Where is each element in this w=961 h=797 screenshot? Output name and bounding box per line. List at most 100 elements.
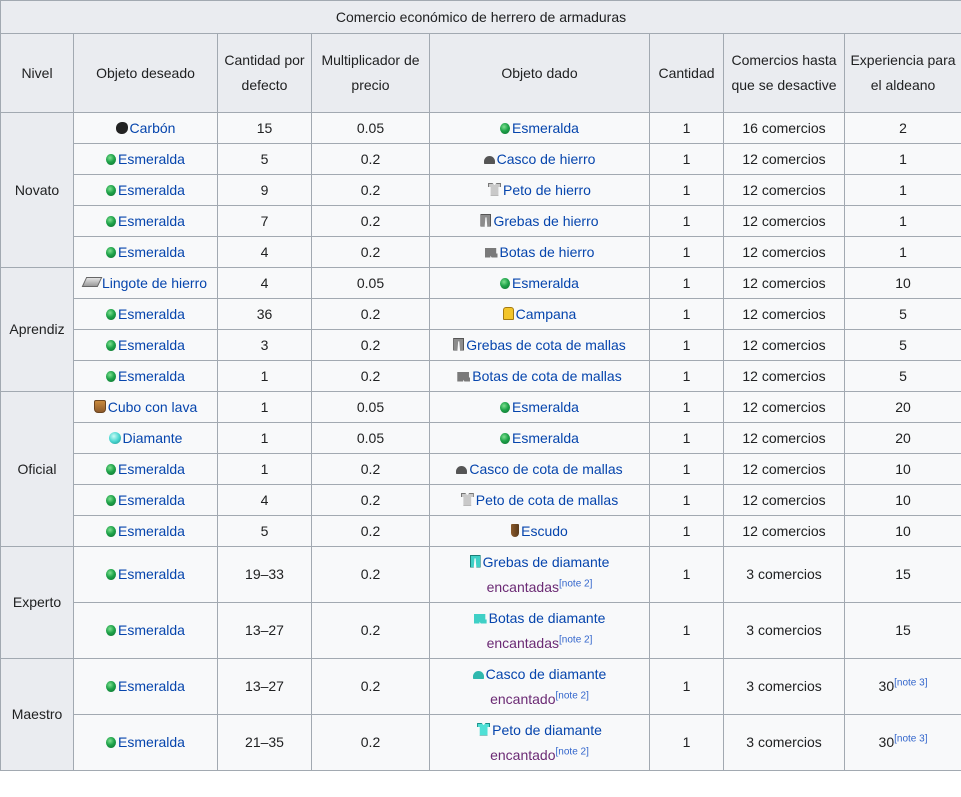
default-quantity: 4	[217, 236, 312, 268]
table-row: Esmeralda 7 0.2 Grebas de hierro 1 12 comerci…	[1, 205, 961, 237]
villager-experience: 1	[899, 150, 907, 167]
wanted-item-link[interactable]: Esmeralda	[118, 491, 185, 508]
armorer-trades-table: Comercio económico de herrero de armadur…	[0, 0, 961, 771]
wanted-item-cell: Esmeralda	[73, 453, 218, 485]
given-item-link[interactable]: Grebas de cota de mallas	[466, 336, 626, 353]
villager-experience: 1	[899, 243, 907, 260]
given-item-cell: Casco de diamante encantado[note 2]	[429, 658, 650, 715]
given-item-link[interactable]: Botas de diamante	[488, 609, 606, 626]
trades-until-disabled: 16 comercios	[723, 112, 845, 144]
footnote-link[interactable]: [note 3]	[894, 733, 928, 745]
given-item-link[interactable]: Grebas de diamante	[482, 553, 610, 570]
emerald-icon	[106, 525, 117, 537]
given-amount: 1	[649, 484, 724, 516]
footnote-link[interactable]: [note 3]	[894, 677, 928, 689]
villager-experience-cell: 1	[844, 174, 961, 206]
wanted-item-link[interactable]: Esmeralda	[118, 243, 185, 260]
enchanted-link[interactable]: encantado	[490, 690, 556, 707]
default-quantity: 1	[217, 422, 312, 454]
enchanted-link[interactable]: encantadas	[486, 578, 560, 595]
default-quantity: 5	[217, 515, 312, 547]
given-amount: 1	[649, 298, 724, 330]
given-amount: 1	[649, 236, 724, 268]
given-item-link[interactable]: Peto de cota de mallas	[475, 491, 619, 508]
given-item-link[interactable]: Peto de diamante	[492, 721, 602, 738]
wanted-item-link[interactable]: Esmeralda	[118, 367, 185, 384]
wanted-item-cell: Esmeralda	[73, 174, 218, 206]
villager-experience-cell: 1	[844, 143, 961, 175]
footnote-link[interactable]: [note 2]	[555, 689, 589, 701]
trades-until-disabled: 12 comercios	[723, 329, 845, 361]
level-cell: Oficial	[0, 391, 74, 547]
given-amount: 1	[649, 360, 724, 392]
footnote-link[interactable]: [note 2]	[559, 633, 593, 645]
wanted-item-link[interactable]: Diamante	[122, 429, 183, 446]
given-amount: 1	[649, 205, 724, 237]
iron-boots-icon	[484, 247, 498, 258]
given-item-link[interactable]: Grebas de hierro	[493, 212, 599, 229]
price-multiplier: 0.2	[311, 143, 430, 175]
price-multiplier: 0.2	[311, 453, 430, 485]
wanted-item-link[interactable]: Cubo con lava	[107, 398, 198, 415]
villager-experience: 10	[895, 274, 911, 291]
enchanted-link[interactable]: encantado	[490, 746, 556, 763]
footnote-link[interactable]: [note 2]	[559, 577, 593, 589]
enchanted-link[interactable]: encantadas	[486, 634, 560, 651]
given-item-link[interactable]: Peto de hierro	[503, 181, 591, 198]
default-quantity: 4	[217, 267, 312, 299]
villager-experience: 30	[878, 734, 895, 750]
given-item-link[interactable]: Casco de diamante	[485, 665, 607, 682]
wanted-item-link[interactable]: Esmeralda	[118, 678, 185, 694]
wanted-item-link[interactable]: Esmeralda	[118, 734, 185, 750]
header-nivel: Nivel	[0, 33, 74, 113]
given-item-link[interactable]: Botas de hierro	[499, 243, 595, 260]
wanted-item-link[interactable]: Carbón	[129, 119, 176, 136]
given-item-link[interactable]: Botas de cota de mallas	[472, 367, 622, 384]
wanted-item-link[interactable]: Esmeralda	[118, 522, 185, 539]
given-item-link[interactable]: Escudo	[521, 522, 568, 539]
given-amount: 1	[649, 546, 724, 603]
default-quantity: 1	[217, 391, 312, 423]
footnote-link[interactable]: [note 2]	[555, 745, 589, 757]
wanted-item-link[interactable]: Esmeralda	[118, 212, 185, 229]
wanted-item-cell: Diamante	[73, 422, 218, 454]
villager-experience: 10	[895, 460, 911, 477]
default-quantity: 9	[217, 174, 312, 206]
given-item-link[interactable]: Esmeralda	[512, 119, 579, 136]
trades-until-disabled: 3 comercios	[723, 714, 845, 771]
given-amount: 1	[649, 329, 724, 361]
diamond-boots-icon	[473, 613, 487, 624]
given-amount: 1	[649, 391, 724, 423]
emerald-icon	[106, 463, 117, 475]
price-multiplier: 0.2	[311, 329, 430, 361]
given-amount: 1	[649, 515, 724, 547]
wanted-item-link[interactable]: Esmeralda	[118, 336, 185, 353]
chainmail-boots-icon	[457, 371, 471, 382]
villager-experience-cell: 10	[844, 484, 961, 516]
wanted-item-link[interactable]: Lingote de hierro	[101, 274, 208, 291]
wanted-item-cell: Esmeralda	[73, 515, 218, 547]
given-item-link[interactable]: Esmeralda	[512, 398, 579, 415]
given-item-cell: Casco de hierro	[429, 143, 650, 175]
wanted-item-cell: Esmeralda	[73, 714, 218, 771]
wanted-item-link[interactable]: Esmeralda	[118, 150, 185, 167]
default-quantity: 1	[217, 360, 312, 392]
given-item-link[interactable]: Esmeralda	[512, 429, 579, 446]
table-row: Esmeralda 4 0.2 Botas de hierro 1 12 comercio…	[1, 236, 961, 268]
wanted-item-link[interactable]: Esmeralda	[118, 305, 185, 322]
trades-until-disabled: 12 comercios	[723, 484, 845, 516]
villager-experience-cell: 2	[844, 112, 961, 144]
wanted-item-link[interactable]: Esmeralda	[118, 460, 185, 477]
given-item-link[interactable]: Campana	[515, 305, 577, 322]
wanted-item-link[interactable]: Esmeralda	[118, 566, 185, 582]
villager-experience-cell: 5	[844, 360, 961, 392]
wanted-item-link[interactable]: Esmeralda	[118, 622, 185, 638]
given-item-link[interactable]: Casco de cota de mallas	[469, 460, 623, 477]
emerald-icon	[106, 339, 117, 351]
villager-experience: 20	[895, 398, 911, 415]
wanted-item-cell: Esmeralda	[73, 298, 218, 330]
wanted-item-link[interactable]: Esmeralda	[118, 181, 185, 198]
villager-experience: 15	[895, 566, 911, 582]
given-item-link[interactable]: Esmeralda	[512, 274, 579, 291]
given-item-link[interactable]: Casco de hierro	[496, 150, 596, 167]
